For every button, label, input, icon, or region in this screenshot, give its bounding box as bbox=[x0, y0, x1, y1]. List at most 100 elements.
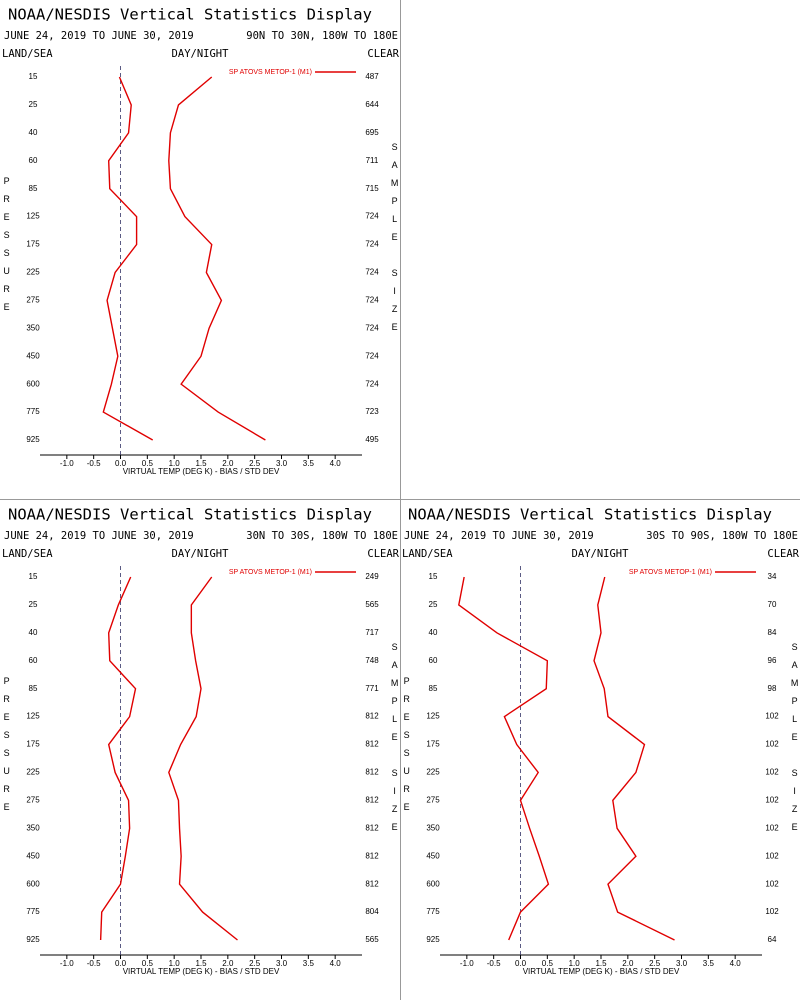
sample-size: 748 bbox=[365, 656, 379, 665]
subtitle: JUNE 24, 2019 TO JUNE 30, 2019 bbox=[4, 530, 194, 542]
y-tick-label: 225 bbox=[426, 768, 440, 777]
x-tick-label: -0.5 bbox=[87, 959, 101, 968]
y-tick-label: 350 bbox=[26, 323, 40, 332]
chart-title: NOAA/NESDIS Vertical Statistics Display bbox=[408, 506, 772, 524]
sample-size: 771 bbox=[365, 684, 379, 693]
x-tick-label: 2.0 bbox=[222, 459, 234, 468]
day-night: DAY/NIGHT bbox=[172, 48, 230, 60]
x-tick-label: 3.5 bbox=[703, 959, 715, 968]
bias-line bbox=[458, 576, 550, 941]
x-tick-label: 1.0 bbox=[569, 959, 581, 968]
legend-label: SP ATOVS METOP-1 (M1) bbox=[629, 569, 712, 576]
y-tick-label: 40 bbox=[29, 128, 38, 137]
sample-size: 565 bbox=[365, 935, 379, 944]
x-tick-label: -1.0 bbox=[60, 959, 74, 968]
y-tick-label: 25 bbox=[429, 600, 438, 609]
y-tick-label: 125 bbox=[426, 712, 440, 721]
region: 30N TO 30S, 180W TO 180E bbox=[246, 530, 398, 542]
sample-size: 102 bbox=[765, 823, 779, 832]
std-dev-line bbox=[168, 76, 266, 441]
panel: NOAA/NESDIS Vertical Statistics Display J… bbox=[2, 6, 400, 477]
bias-line bbox=[102, 76, 154, 441]
x-tick-label: -1.0 bbox=[60, 459, 74, 468]
sample-size: 102 bbox=[765, 907, 779, 916]
x-axis-label: VIRTUAL TEMP (DEG K) - BIAS / STD DEV bbox=[123, 967, 280, 976]
sample-size: 724 bbox=[365, 323, 379, 332]
sample-size: 98 bbox=[768, 684, 777, 693]
clear: CLEAR bbox=[367, 548, 399, 560]
x-tick-label: 4.0 bbox=[330, 459, 342, 468]
y-tick-label: 40 bbox=[429, 628, 438, 637]
subtitle: JUNE 24, 2019 TO JUNE 30, 2019 bbox=[4, 30, 194, 42]
sample-size: 724 bbox=[365, 295, 379, 304]
y-tick-label: 60 bbox=[429, 656, 438, 665]
sample-size: 812 bbox=[365, 851, 379, 860]
sample-size: 723 bbox=[365, 407, 379, 416]
chart-title: NOAA/NESDIS Vertical Statistics Display bbox=[8, 506, 372, 524]
y-tick-label: 775 bbox=[26, 407, 40, 416]
x-tick-label: 3.5 bbox=[303, 459, 315, 468]
sample-size: 724 bbox=[365, 212, 379, 221]
y-tick-label: 925 bbox=[26, 935, 40, 944]
y-tick-label: 275 bbox=[426, 795, 440, 804]
chart-title: NOAA/NESDIS Vertical Statistics Display bbox=[8, 6, 372, 24]
sample-size: 84 bbox=[768, 628, 777, 637]
x-tick-label: 0.0 bbox=[515, 959, 527, 968]
y-tick-label: 60 bbox=[29, 656, 38, 665]
y-tick-label: 600 bbox=[26, 879, 40, 888]
y-tick-label: 25 bbox=[29, 600, 38, 609]
x-axis-label: VIRTUAL TEMP (DEG K) - BIAS / STD DEV bbox=[123, 467, 280, 476]
y-axis-label: PRESSURE bbox=[2, 176, 12, 320]
sample-size: 715 bbox=[365, 184, 379, 193]
y-tick-label: 40 bbox=[29, 628, 38, 637]
sample-size: 724 bbox=[365, 351, 379, 360]
y-tick-label: 15 bbox=[29, 572, 38, 581]
sample-size: 812 bbox=[365, 879, 379, 888]
x-tick-label: 1.5 bbox=[195, 459, 207, 468]
sample-size: 812 bbox=[365, 712, 379, 721]
sample-size: 812 bbox=[365, 795, 379, 804]
clear: CLEAR bbox=[367, 48, 399, 60]
y-tick-label: 225 bbox=[26, 768, 40, 777]
clear: CLEAR bbox=[767, 548, 799, 560]
x-tick-label: 4.0 bbox=[730, 959, 742, 968]
day-night: DAY/NIGHT bbox=[172, 548, 230, 560]
sample-size: 96 bbox=[768, 656, 777, 665]
std-dev-line bbox=[593, 576, 675, 941]
x-tick-label: 3.5 bbox=[303, 959, 315, 968]
y-tick-label: 350 bbox=[426, 823, 440, 832]
y-tick-label: 600 bbox=[26, 379, 40, 388]
sample-size: 249 bbox=[365, 572, 379, 581]
sample-size: 102 bbox=[765, 712, 779, 721]
sample-size: 102 bbox=[765, 795, 779, 804]
x-tick-label: 1.0 bbox=[169, 459, 181, 468]
y-tick-label: 85 bbox=[29, 184, 38, 193]
sample-size: 812 bbox=[365, 740, 379, 749]
y-tick-label: 125 bbox=[26, 212, 40, 221]
y-tick-label: 85 bbox=[429, 684, 438, 693]
x-tick-label: -1.0 bbox=[460, 959, 474, 968]
y-tick-label: 925 bbox=[426, 935, 440, 944]
y2-axis-label: SAMPLE SIZE bbox=[390, 142, 400, 340]
sample-size: 724 bbox=[365, 268, 379, 277]
sample-size: 812 bbox=[365, 823, 379, 832]
sample-size: 565 bbox=[365, 600, 379, 609]
x-tick-label: 1.5 bbox=[595, 959, 607, 968]
y-tick-label: 450 bbox=[26, 351, 40, 360]
sample-size: 102 bbox=[765, 851, 779, 860]
x-tick-label: 0.5 bbox=[542, 959, 554, 968]
y2-axis-label: SAMPLE SIZE bbox=[390, 642, 400, 840]
y-axis-label: PRESSURE bbox=[402, 676, 412, 820]
x-tick-label: 0.0 bbox=[115, 459, 127, 468]
y-tick-label: 175 bbox=[26, 740, 40, 749]
x-tick-label: 0.5 bbox=[142, 959, 154, 968]
x-tick-label: 3.0 bbox=[676, 959, 688, 968]
land-sea: LAND/SEA bbox=[402, 548, 453, 560]
subtitle: JUNE 24, 2019 TO JUNE 30, 2019 bbox=[404, 530, 594, 542]
sample-size: 717 bbox=[365, 628, 379, 637]
x-tick-label: 4.0 bbox=[330, 959, 342, 968]
y-tick-label: 15 bbox=[429, 572, 438, 581]
region: 90N TO 30N, 180W TO 180E bbox=[246, 30, 398, 42]
